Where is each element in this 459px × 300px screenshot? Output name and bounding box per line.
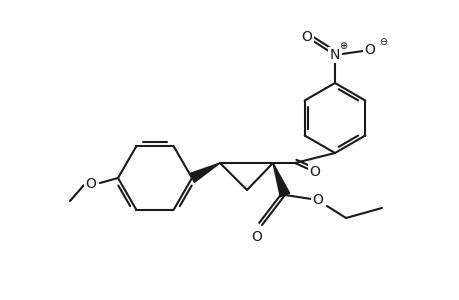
Text: O: O (312, 193, 323, 207)
Text: ⊖: ⊖ (378, 37, 386, 47)
Polygon shape (189, 163, 219, 182)
Text: O: O (309, 165, 320, 179)
Text: O: O (364, 43, 375, 57)
Polygon shape (272, 163, 289, 197)
Text: ⊕: ⊕ (338, 41, 346, 51)
Text: O: O (301, 30, 312, 44)
Text: N: N (329, 48, 340, 62)
Text: O: O (85, 177, 96, 191)
Text: O: O (251, 230, 262, 244)
